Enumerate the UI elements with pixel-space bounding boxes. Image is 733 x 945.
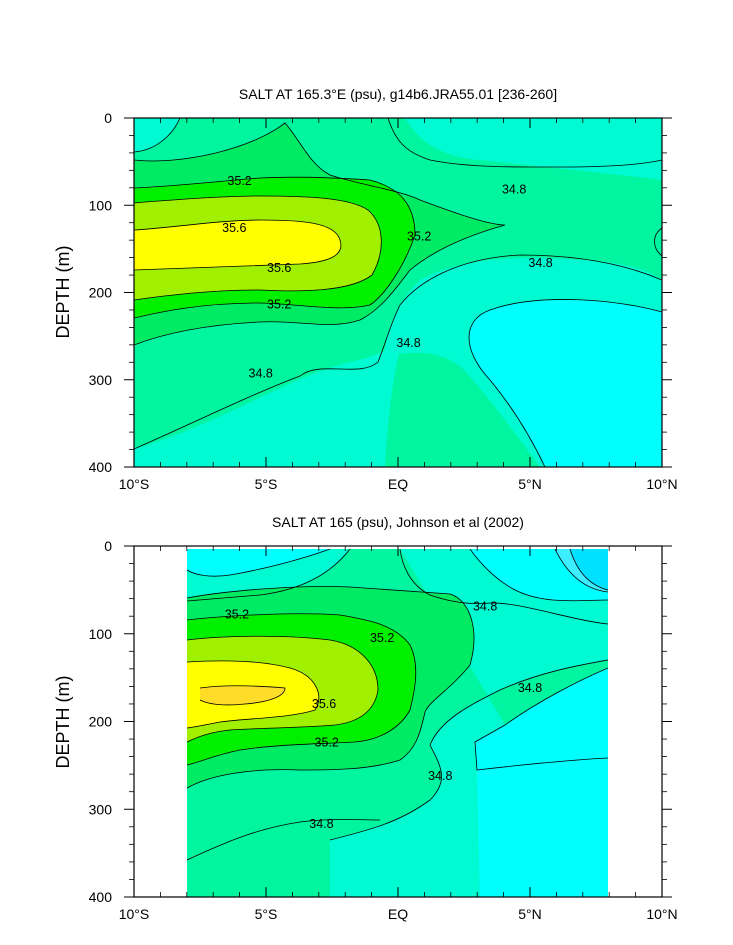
panel2-fill	[187, 549, 608, 897]
p2-band-lt34-6-mid	[475, 668, 608, 770]
contour-label: 35.2	[267, 298, 291, 312]
p2-band-35-8-36-0	[200, 685, 285, 705]
p2-contour-35-4	[187, 635, 379, 743]
p2-contour-35-0	[187, 586, 475, 789]
y-tick-label: 300	[89, 801, 113, 817]
p2-band-dark-cyan	[570, 549, 608, 590]
p2-contour-topleft-2	[187, 549, 351, 602]
panel2-axes: 10°S 5°S EQ 5°N 10°N 0 100 200 300 400	[89, 538, 678, 922]
contour-label: 35.2	[407, 230, 431, 244]
x-tick-label: EQ	[388, 906, 408, 922]
p2-contour-topleft-1	[187, 549, 331, 577]
p2-contour-34-5	[554, 549, 608, 593]
y-tick-label: 0	[104, 110, 112, 126]
contour-label: 34.8	[309, 817, 333, 831]
p2-band-topleft-cyan	[187, 549, 330, 577]
contour-label: 35.2	[227, 174, 251, 188]
contour-label: 34.8	[518, 681, 542, 695]
contour-label: 35.2	[315, 736, 339, 750]
p2-contour-34-8-b	[329, 659, 608, 841]
y-tick-label: 400	[89, 889, 113, 905]
x-tick-label: EQ	[388, 476, 408, 492]
contour-label: 34.8	[528, 256, 552, 270]
p1-contour-34-8-top	[387, 118, 662, 168]
x-tick-label: 5°S	[255, 476, 278, 492]
p1-contour-blob	[654, 227, 662, 257]
p1-band-lt34-6	[469, 299, 662, 467]
y-tick-label: 0	[104, 538, 112, 554]
p2-contour-34-6-b	[474, 667, 608, 771]
y-tick-label: 100	[89, 626, 113, 642]
p1-band-35-6-35-8	[134, 220, 341, 270]
panel1-ylabel: DEPTH (m)	[53, 246, 73, 339]
y-tick-label: 100	[89, 197, 113, 213]
contour-label: 34.8	[249, 367, 273, 381]
p1-contour-35-0	[134, 122, 506, 346]
p1-contour-34-8-lower	[134, 254, 662, 450]
p1-band-34-6-34-8-upper	[388, 118, 662, 180]
p1-contour-34-6	[468, 299, 662, 467]
p1-contour-35-4	[134, 195, 382, 301]
y-tick-label: 400	[89, 459, 113, 475]
p2-contour-35-2	[187, 613, 417, 766]
contour-label: 35.6	[312, 697, 336, 711]
panel-model: SALT AT 165.3°E (psu), g14b6.JRA55.01 [2…	[53, 86, 678, 492]
p2-contour-34-6-a	[469, 549, 608, 602]
p2-band-topleft-34-6-34-8	[187, 549, 350, 601]
p1-band-34-6-34-8-topleft	[134, 118, 180, 152]
x-tick-label: 10°N	[646, 906, 677, 922]
panel2-ylabel: DEPTH (m)	[53, 676, 73, 769]
contour-label: 34.8	[473, 600, 497, 614]
p1-contour-35-2	[134, 176, 416, 319]
y-tick-label: 200	[89, 285, 113, 301]
contour-label: 35.6	[267, 261, 291, 275]
x-tick-label: 10°S	[119, 476, 150, 492]
panel1-title: SALT AT 165.3°E (psu), g14b6.JRA55.01 [2…	[239, 86, 557, 102]
p1-band-34-6-34-8-bottomleft	[134, 280, 420, 467]
p2-contour-34-8-c	[187, 819, 381, 861]
x-tick-label: 10°N	[646, 476, 677, 492]
panel-observations: SALT AT 165 (psu), Johnson et al (2002)	[53, 514, 678, 922]
contour-label: 35.6	[222, 221, 246, 235]
panel2-title: SALT AT 165 (psu), Johnson et al (2002)	[272, 514, 524, 530]
p2-contour-34-8-a	[399, 549, 608, 625]
contour-label: 35.2	[370, 631, 394, 645]
contour-label: 34.8	[396, 336, 420, 350]
y-tick-label: 300	[89, 372, 113, 388]
p2-contour-35-8	[199, 685, 286, 706]
p2-contour-35-6	[187, 660, 320, 729]
panel1-fill	[134, 118, 662, 467]
x-tick-label: 5°S	[255, 906, 278, 922]
p1-contour-35-6	[134, 219, 342, 271]
contour-label: 34.8	[428, 769, 452, 783]
panel1-contour-labels: 35.2 34.8 35.6 35.2 35.6 34.8 35.2 34.8 34.8	[222, 174, 553, 381]
p2-band-lt34-6-bottom	[477, 758, 608, 897]
panel1-axes: 10°S 5°S EQ 5°N 10°N 0 100 200 300 400	[89, 110, 678, 492]
x-tick-label: 5°N	[518, 906, 542, 922]
panel2-contour-labels: 35.2 34.8 35.2 34.8 35.6 35.2 34.8 34.8	[225, 600, 542, 832]
p1-contour-topleft	[134, 118, 181, 153]
x-tick-label: 10°S	[119, 906, 150, 922]
contour-label: 34.8	[502, 183, 526, 197]
contour-label: 35.2	[225, 607, 249, 621]
x-tick-label: 5°N	[518, 476, 542, 492]
y-tick-label: 200	[89, 714, 113, 730]
p2-contour-34-4	[569, 549, 608, 591]
